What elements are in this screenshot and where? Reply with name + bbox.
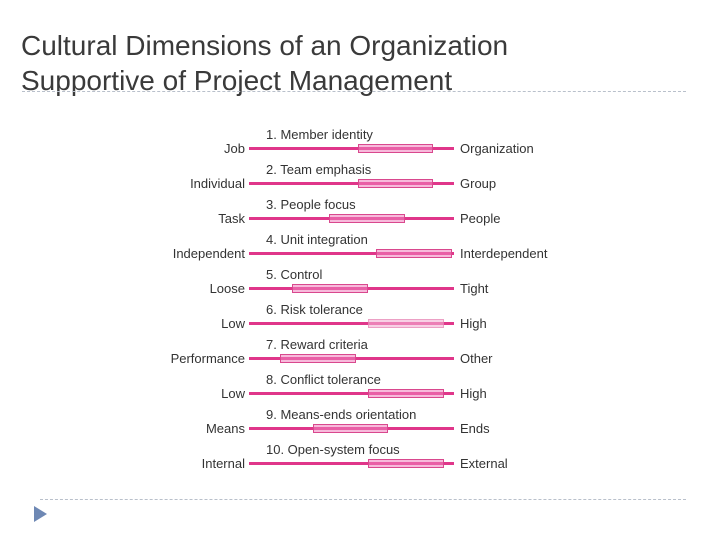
dimension-right-label: Interdependent <box>460 246 548 261</box>
dimension-right-label: External <box>460 456 508 471</box>
dimension-left-label: Individual <box>190 176 245 191</box>
dimension-range-marker <box>312 424 389 433</box>
footer-divider <box>40 499 686 500</box>
dimension-scale-line <box>249 147 454 150</box>
dimension-scale-line <box>249 182 454 185</box>
dimension-range-marker <box>279 354 356 363</box>
dimension-right-label: Organization <box>460 141 534 156</box>
dimension-range-marker <box>367 459 444 468</box>
dimension-scale-line <box>249 392 454 395</box>
dimension-title: 9. Means-ends orientation <box>266 407 417 422</box>
dimension-title: 10. Open-system focus <box>266 442 400 457</box>
dimension-range-marker <box>367 389 444 398</box>
dimension-range-marker <box>328 214 405 223</box>
dimension-title: 3. People focus <box>266 197 356 212</box>
dimension-range-marker <box>357 179 434 188</box>
dimension-right-label: High <box>460 386 487 401</box>
dimension-title: 4. Unit integration <box>266 232 368 247</box>
dimension-scale-line <box>249 462 454 465</box>
slide-title: Cultural Dimensions of an Organization S… <box>21 28 508 98</box>
title-line-2: Supportive of Project Management <box>21 65 453 96</box>
dimension-right-label: Ends <box>460 421 490 436</box>
dimension-left-label: Low <box>221 386 245 401</box>
dimension-right-label: Other <box>460 351 493 366</box>
dimension-range-marker <box>367 319 444 328</box>
dimension-title: 5. Control <box>266 267 323 282</box>
dimension-scale-line <box>249 322 454 325</box>
play-triangle-icon <box>34 506 47 522</box>
dimension-left-label: Loose <box>209 281 245 296</box>
dimension-right-label: People <box>460 211 501 226</box>
dimension-left-label: Task <box>218 211 245 226</box>
dimension-title: 1. Member identity <box>266 127 373 142</box>
dimension-scale-line <box>249 252 454 255</box>
dimension-left-label: Means <box>205 421 245 436</box>
dimension-title: 8. Conflict tolerance <box>266 372 381 387</box>
dimension-left-label: Performance <box>170 351 245 366</box>
dimension-title: 2. Team emphasis <box>266 162 372 177</box>
title-line-1: Cultural Dimensions of an Organization <box>21 30 509 61</box>
title-divider <box>22 91 686 92</box>
dimension-range-marker <box>376 249 452 258</box>
dimension-left-label: Low <box>221 316 245 331</box>
dimension-left-label: Independent <box>172 246 245 261</box>
dimension-right-label: Tight <box>460 281 489 296</box>
dimension-title: 7. Reward criteria <box>266 337 368 352</box>
dimension-right-label: Group <box>460 176 497 191</box>
dimension-title: 6. Risk tolerance <box>266 302 363 317</box>
dimension-left-label: Internal <box>201 456 245 471</box>
dimension-range-marker <box>292 284 368 293</box>
dimension-range-marker <box>357 144 434 153</box>
dimension-right-label: High <box>460 316 487 331</box>
dimension-left-label: Job <box>224 141 245 156</box>
